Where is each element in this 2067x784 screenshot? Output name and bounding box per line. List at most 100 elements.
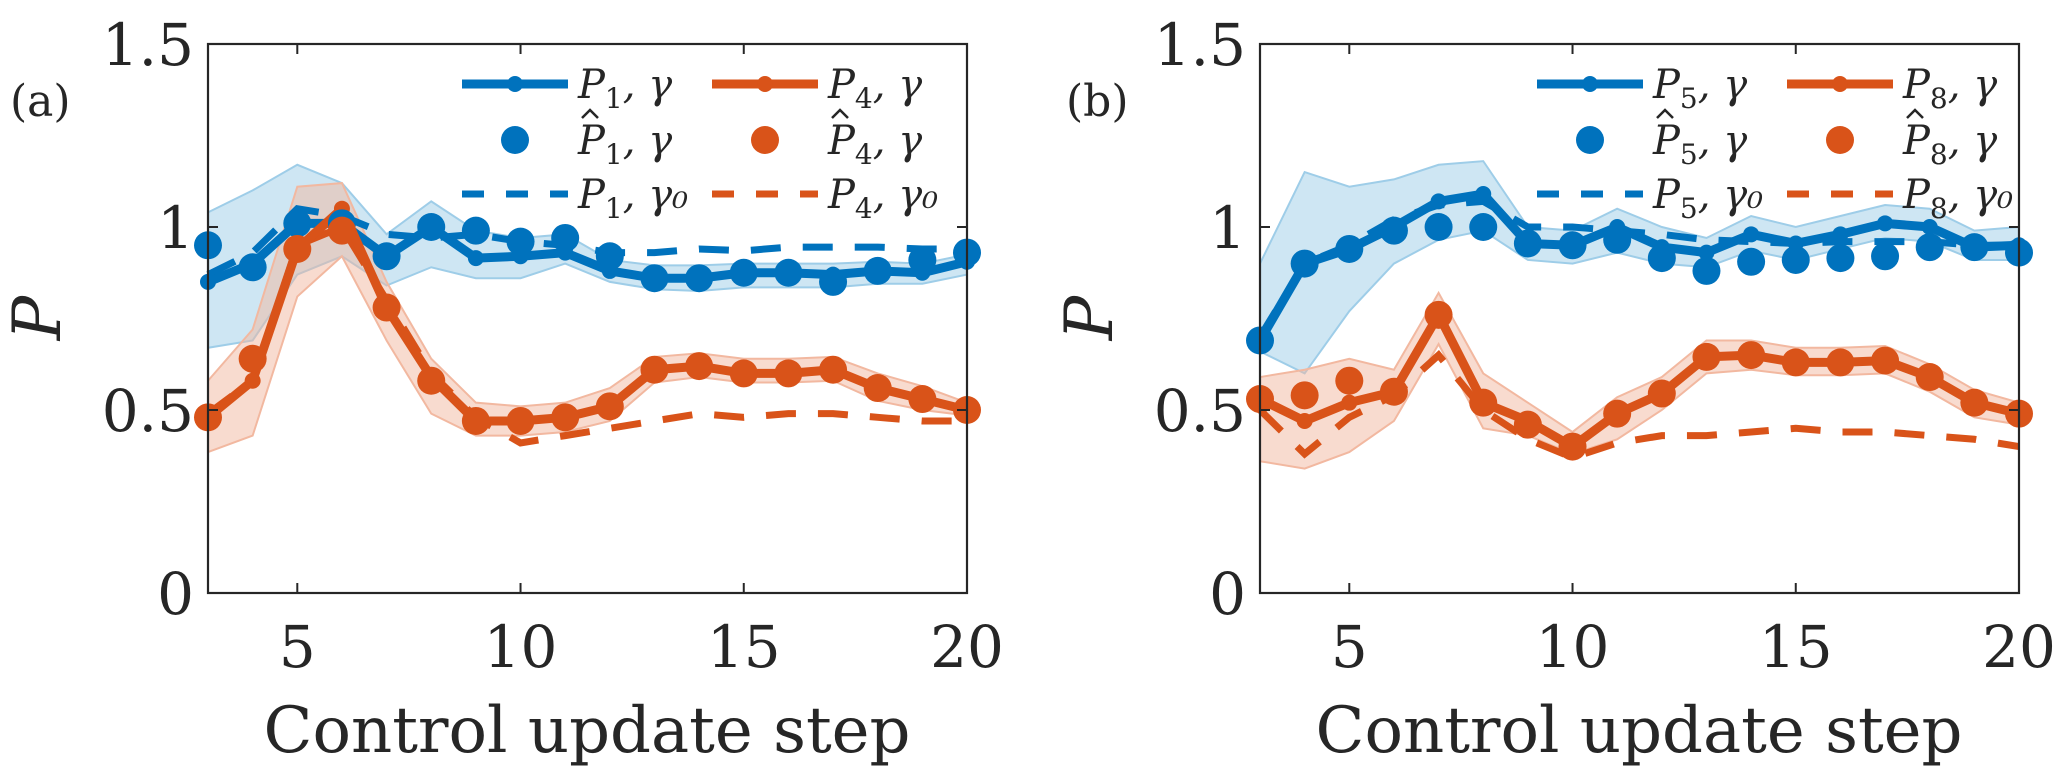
estimate-point xyxy=(238,344,267,373)
estimate-point xyxy=(1915,363,1944,392)
x-tick-label: 15 xyxy=(707,613,781,681)
legend-gamma: , xyxy=(623,172,648,218)
line-marker-point xyxy=(1921,219,1938,235)
legend-label: P1, γ xyxy=(577,62,672,115)
legend-subscript: 4 xyxy=(855,82,873,115)
legend-label: P8, γ xyxy=(1902,62,1997,115)
legend-marker-symbol xyxy=(1582,76,1598,92)
x-tick-label: 5 xyxy=(1331,613,1368,681)
estimate-point xyxy=(1513,229,1542,258)
legend-label: P5, γ xyxy=(1652,62,1747,115)
legend-item: P1, γ₀ xyxy=(462,172,688,225)
legend-gamma: , xyxy=(1948,62,1973,108)
y-axis-label: P xyxy=(0,294,76,341)
dashed-line-orange xyxy=(205,222,967,447)
estimate-point xyxy=(774,258,803,287)
legend: P5, γ P8, γP5, γ P8, γP5, γ₀ P8, γ₀ xyxy=(1537,62,2013,225)
legend-gamma: , xyxy=(873,62,898,108)
estimate-point xyxy=(1424,213,1453,241)
y-tick-label: 0 xyxy=(1209,560,1246,628)
legend-symbol-name: P xyxy=(827,172,856,218)
estimate-point xyxy=(640,264,669,293)
legend-symbol-name: P xyxy=(1902,172,1931,218)
estimate-point xyxy=(595,392,624,421)
legend-symbol-name: P xyxy=(827,118,856,164)
line-marker-point xyxy=(467,250,484,267)
legend-symbol-name: P xyxy=(577,62,606,108)
legend-subscript: 5 xyxy=(1680,82,1698,115)
estimate-point xyxy=(417,366,446,395)
line-marker-point xyxy=(1698,244,1715,261)
legend-gamma-symbol: γ xyxy=(1973,118,1997,164)
legend-symbol-name: P xyxy=(1652,172,1681,218)
panel-label: (b) xyxy=(1066,76,1129,127)
legend-subscript: 1 xyxy=(605,82,623,115)
estimate-point xyxy=(685,352,714,381)
legend-subscript: 8 xyxy=(1930,82,1948,115)
estimate-point xyxy=(461,406,490,435)
estimate-point xyxy=(1335,366,1364,395)
legend-gamma: , xyxy=(623,62,648,108)
estimate-point xyxy=(774,359,803,388)
estimate-point xyxy=(283,234,312,263)
line-marker-point xyxy=(244,372,261,389)
estimate-point xyxy=(819,355,848,384)
estimate-point xyxy=(1915,233,1944,262)
legend-gamma-symbol: γ₀ xyxy=(898,172,938,218)
estimate-point xyxy=(1558,432,1587,461)
estimate-point xyxy=(1826,244,1855,273)
legend-gamma: , xyxy=(873,118,898,164)
legend-gamma: , xyxy=(1948,172,1973,218)
estimate-point xyxy=(1603,399,1632,428)
legend-symbol-name: P xyxy=(577,118,606,164)
estimate-point xyxy=(1469,213,1498,241)
legend-label: P5, γ₀ xyxy=(1652,172,1763,225)
legend-dot-symbol xyxy=(501,126,529,154)
legend-dot-symbol xyxy=(751,126,779,154)
legend-gamma-symbol: γ xyxy=(1973,62,1997,108)
y-tick-label: 1.5 xyxy=(102,11,194,79)
estimate-point xyxy=(863,374,892,403)
estimate-point xyxy=(595,242,624,271)
x-tick-label: 10 xyxy=(1536,613,1610,681)
legend-symbol-name: P xyxy=(827,62,856,108)
legend-item: P8, γ₀ xyxy=(1787,172,2013,225)
line-marker-point xyxy=(1341,394,1358,411)
legend-subscript: 8 xyxy=(1930,192,1948,225)
estimate-point xyxy=(1647,379,1676,408)
estimate-point xyxy=(506,406,535,435)
axes-box xyxy=(206,42,969,595)
estimate-point xyxy=(1781,348,1810,377)
legend-item: P5, γ xyxy=(1576,108,1747,171)
estimate-point xyxy=(1737,247,1766,276)
legend-symbol-name: P xyxy=(1652,62,1681,108)
y-tick-label: 1 xyxy=(1209,194,1246,262)
hat-accent xyxy=(581,108,599,119)
estimate-point xyxy=(372,293,401,322)
estimate-point xyxy=(1424,300,1453,329)
line-marker-point xyxy=(1296,412,1313,429)
panel-a: (a) P Control update step 5 10 15 20 0 0.5 1 1.… xyxy=(0,11,1004,768)
x-tick-label: 20 xyxy=(1982,613,2056,681)
legend-symbol-name: P xyxy=(1652,118,1681,164)
estimate-point xyxy=(551,403,580,432)
legend-marker-symbol xyxy=(757,76,773,92)
estimate-point xyxy=(1335,234,1364,263)
legend-subscript: 4 xyxy=(855,138,873,171)
estimate-point xyxy=(863,256,892,285)
y-tick-label: 1.5 xyxy=(1154,11,1246,79)
legend-item: P4, γ₀ xyxy=(712,172,938,225)
estimate-point xyxy=(1603,225,1632,254)
legend-gamma: , xyxy=(1698,118,1723,164)
line-marker-point xyxy=(1743,226,1760,243)
estimate-point xyxy=(1826,348,1855,377)
estimate-point xyxy=(908,385,937,414)
y-tick-label: 0.5 xyxy=(102,377,194,445)
panel-label: (a) xyxy=(10,76,71,127)
legend-gamma-symbol: γ xyxy=(898,62,922,108)
estimate-point xyxy=(1737,341,1766,370)
legend-gamma: , xyxy=(873,172,898,218)
legend-item: P8, γ xyxy=(1787,62,1997,115)
axes-box xyxy=(1258,42,2021,595)
